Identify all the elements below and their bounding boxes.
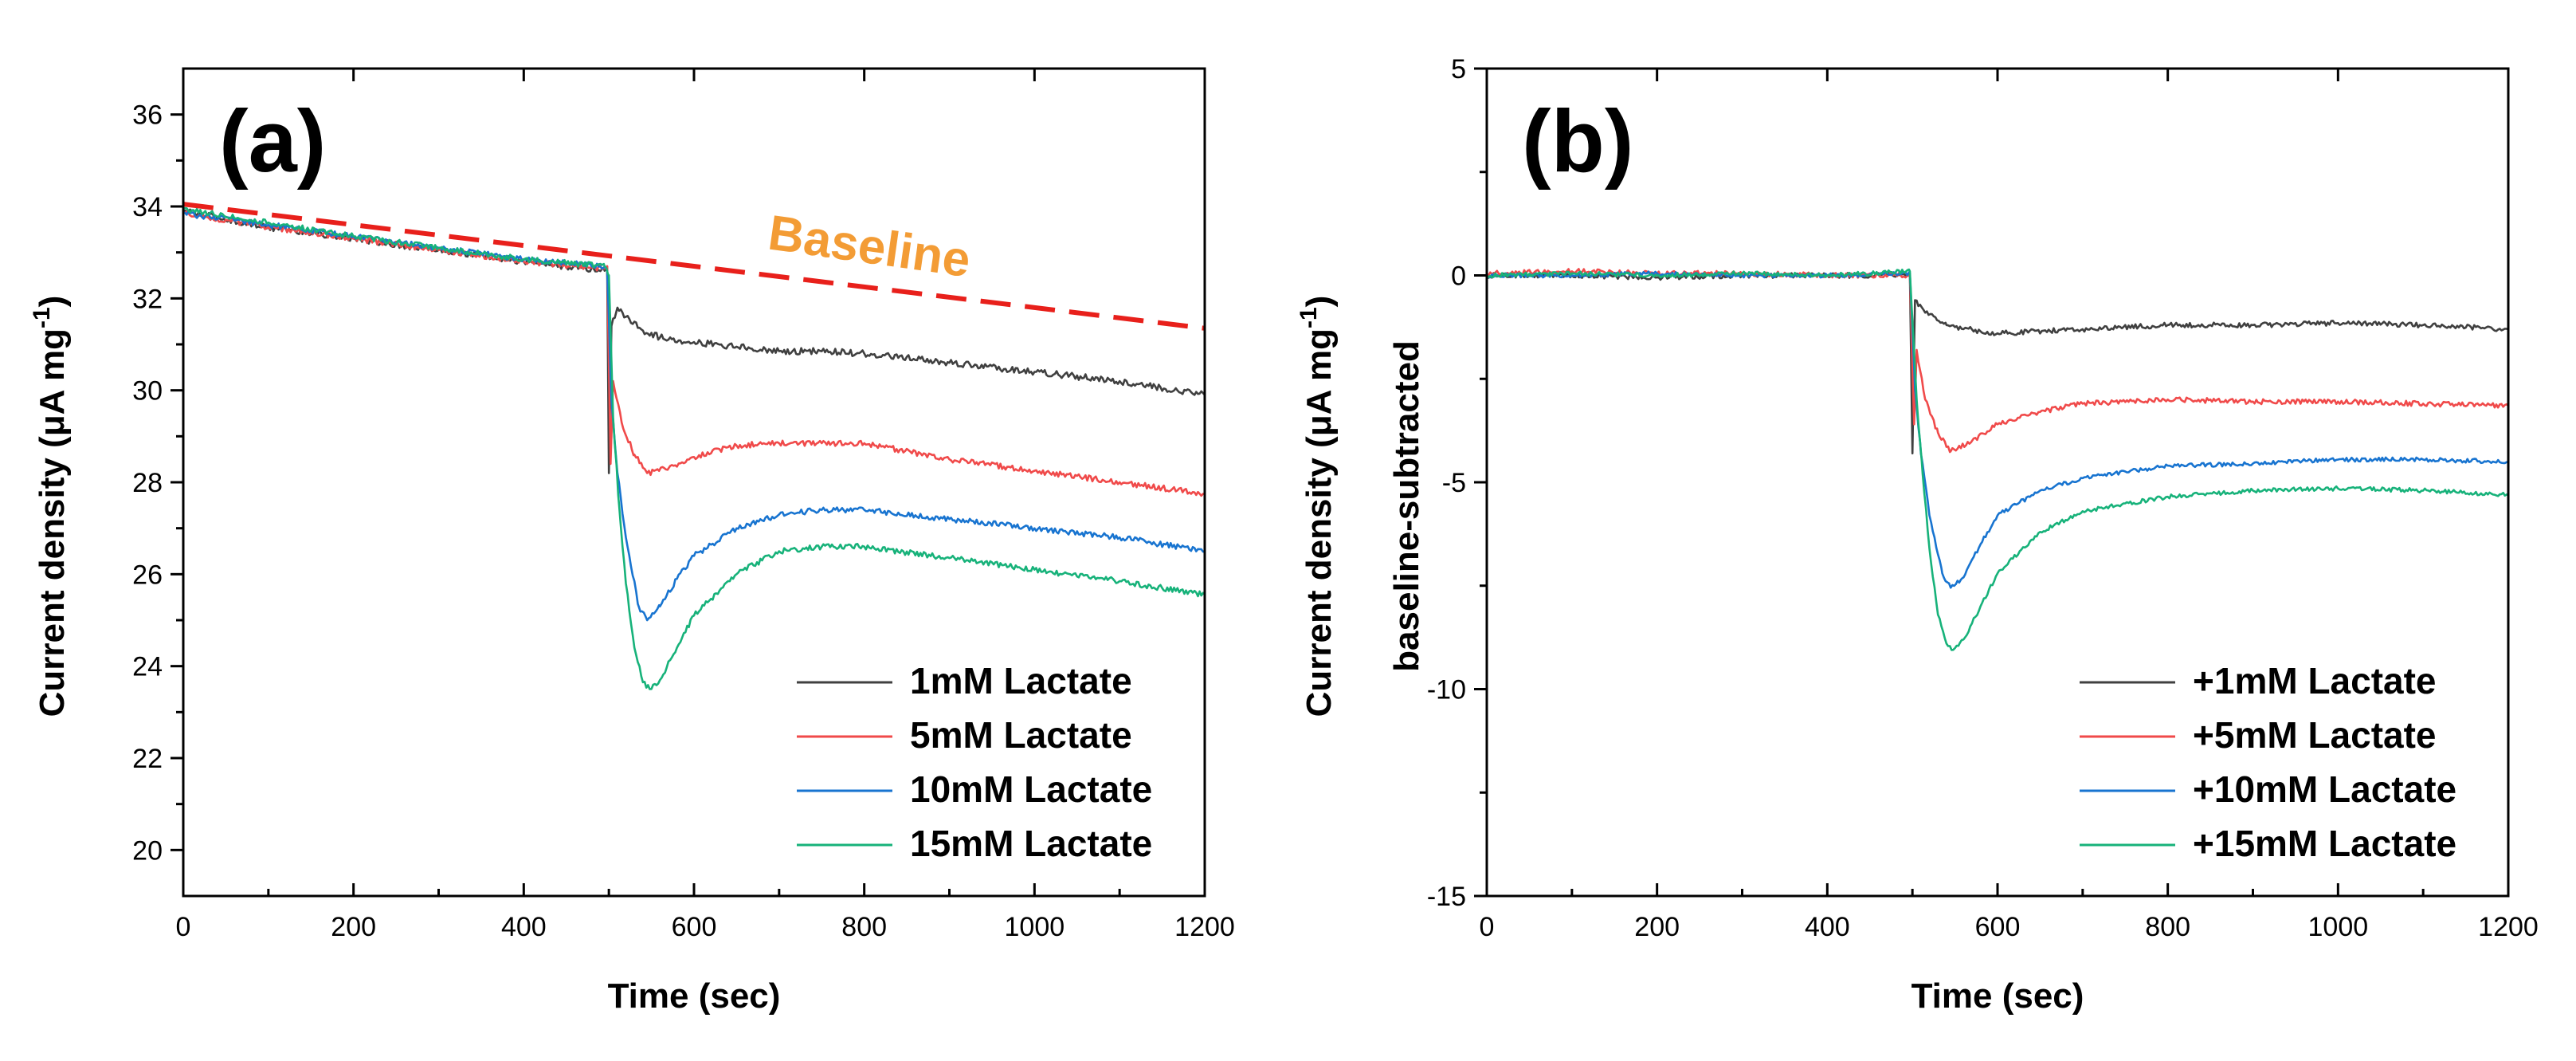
y-tick-label: 20 <box>132 835 163 866</box>
baseline-label: Baseline <box>765 206 974 289</box>
y-tick-label: 5 <box>1451 54 1466 84</box>
legend-label-2: +5mM Lactate <box>2193 714 2437 756</box>
x-tick-label: 1200 <box>2478 912 2539 942</box>
legend-label-1: +1mM Lactate <box>2193 660 2437 701</box>
y-tick-label: 24 <box>132 652 163 682</box>
x-tick-label: 0 <box>1480 912 1495 942</box>
series-line-4 <box>183 206 1205 690</box>
x-tick-label: 600 <box>672 912 717 942</box>
series-group <box>1487 268 2508 651</box>
legend-label-4: 15mM Lactate <box>910 823 1152 864</box>
x-tick-label: 0 <box>176 912 191 942</box>
legend-label-3: +10mM Lactate <box>2193 768 2456 810</box>
chart-panel-a: Baseline 0 200 400 600 800 1000 1200 20 22 24 26 28 3… <box>29 67 1235 1016</box>
panel-label: (a) <box>219 92 326 191</box>
series-line-1 <box>183 208 1205 474</box>
series-line-3 <box>1487 270 2508 589</box>
x-axis-title: Time (sec) <box>1911 977 2084 1016</box>
legend: +1mM Lactate +5mM Lactate +10mM Lactate +15… <box>2080 660 2456 864</box>
y-tick-label: -10 <box>1427 675 1466 705</box>
y-axis-title: Current density (μA mg-1) <box>1296 296 1339 717</box>
y-axis-title-close: ) <box>33 296 72 308</box>
x-tick-label: 800 <box>841 912 887 942</box>
series-line-4 <box>1487 268 2508 651</box>
y-tick-label: 22 <box>132 744 163 774</box>
baseline-dashed-line <box>182 202 1206 331</box>
x-tick-label: 200 <box>1634 912 1680 942</box>
y-tick-label: 0 <box>1451 261 1466 292</box>
x-tick-label: 400 <box>1805 912 1850 942</box>
y-tick-label: 28 <box>132 468 163 498</box>
y-tick-label: 36 <box>132 100 163 131</box>
y-axis-title-line2: baseline-subtracted <box>1387 340 1426 672</box>
y-axis-title-main: Current density (μA mg <box>1300 328 1339 717</box>
x-tick-label: 400 <box>501 912 547 942</box>
legend-label-2: 5mM Lactate <box>910 714 1132 756</box>
x-tick-label: 1200 <box>1174 912 1235 942</box>
y-tick-label: -5 <box>1442 468 1466 498</box>
chart-panel-b: 0 200 400 600 800 1000 1200 -15 -10 -5 0 5 Time (sec… <box>1296 54 2539 1016</box>
x-tick-label: 1000 <box>1005 912 1065 942</box>
series-line-2 <box>1487 268 2508 454</box>
panel-label: (b) <box>1522 92 1633 191</box>
y-axis-title-close: ) <box>1300 296 1339 308</box>
y-axis-title-sup: -1 <box>1296 307 1322 328</box>
legend-label-1: 1mM Lactate <box>910 660 1132 701</box>
y-tick-label: 30 <box>132 376 163 407</box>
y-axis-title-sup: -1 <box>29 307 55 328</box>
series-line-3 <box>183 210 1205 622</box>
y-axis-title-main: Current density (μA mg <box>33 328 72 717</box>
series-group <box>183 206 1205 690</box>
series-line-1 <box>1487 272 2508 454</box>
y-tick-label: 34 <box>132 192 163 222</box>
legend: 1mM Lactate 5mM Lactate 10mM Lactate 15mM L… <box>797 660 1152 864</box>
legend-label-3: 10mM Lactate <box>910 768 1152 810</box>
x-axis-title: Time (sec) <box>608 977 781 1016</box>
series-line-2 <box>183 210 1205 497</box>
legend-label-4: +15mM Lactate <box>2193 823 2456 864</box>
x-tick-label: 800 <box>2145 912 2190 942</box>
y-tick-label: 32 <box>132 284 163 314</box>
x-tick-label: 1000 <box>2308 912 2369 942</box>
y-tick-label: -15 <box>1427 882 1466 912</box>
y-axis-title: Current density (μA mg-1) <box>29 296 72 717</box>
x-tick-label: 600 <box>1975 912 2021 942</box>
x-tick-label: 200 <box>331 912 376 942</box>
y-tick-label: 26 <box>132 560 163 590</box>
